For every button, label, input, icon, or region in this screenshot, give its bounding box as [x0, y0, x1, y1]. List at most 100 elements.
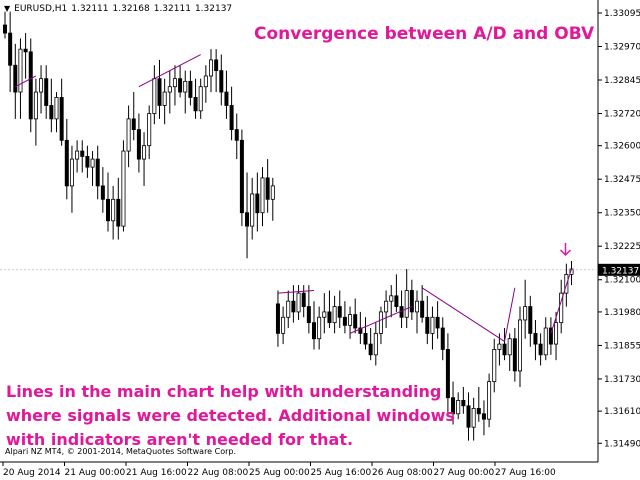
candle-body — [332, 306, 337, 324]
candle-body — [409, 290, 414, 313]
candle-body — [378, 311, 383, 334]
copyright-text: Alpari NZ MT4, © 2001-2014, MetaQuotes S… — [5, 447, 237, 456]
candle-body — [8, 32, 13, 66]
candle — [353, 298, 358, 334]
candle-body — [342, 316, 347, 326]
candle-body — [301, 292, 306, 307]
candle-body — [183, 80, 188, 93]
candle — [64, 118, 69, 200]
candle — [384, 290, 389, 329]
candle-body — [440, 327, 445, 350]
candle — [554, 311, 559, 361]
candle-body — [18, 48, 23, 93]
candle-body — [296, 292, 301, 313]
candle — [440, 317, 445, 361]
candle-body — [487, 381, 492, 420]
candle — [167, 70, 172, 114]
candle-body — [435, 316, 440, 329]
candle — [178, 65, 183, 98]
candle — [317, 306, 322, 350]
candle-body — [59, 97, 64, 141]
signal-line — [277, 289, 315, 294]
candle — [239, 129, 244, 227]
candle — [363, 317, 368, 350]
candle-body — [286, 300, 291, 318]
candle-body — [394, 295, 399, 307]
signal-line — [421, 287, 505, 342]
candle — [528, 295, 533, 347]
candle — [90, 151, 95, 186]
candle — [260, 167, 265, 227]
candle — [322, 293, 327, 334]
current-price-label: 1.32137 — [602, 266, 639, 276]
candle-body — [203, 75, 208, 88]
candle — [404, 269, 409, 329]
signal-line — [349, 306, 413, 334]
candle-body — [162, 91, 167, 106]
candle — [451, 381, 456, 425]
candle-body — [311, 322, 316, 340]
price-tick-label: 1.31610 — [604, 407, 640, 417]
signal-line — [15, 75, 37, 88]
candle — [435, 301, 440, 339]
price-tick-label: 1.33095 — [604, 9, 640, 19]
candle-body — [502, 343, 507, 356]
candle — [471, 397, 476, 441]
candle-body — [291, 300, 296, 313]
candle-body — [49, 105, 54, 120]
candle — [245, 172, 250, 259]
candle — [69, 145, 74, 213]
candle-body — [317, 316, 322, 340]
low-price: 1.32111 — [153, 4, 191, 14]
candle-body — [239, 139, 244, 214]
candle — [13, 43, 18, 119]
candle-body — [306, 306, 311, 324]
price-axis: 1.33095 1.32970 1.32845 1.32720 1.32600 1.324… — [598, 9, 640, 449]
candle-body — [260, 177, 265, 214]
candle-body — [90, 158, 95, 168]
arrow-head — [559, 249, 572, 257]
time-tick-label: 21 Aug 00:00 — [65, 468, 126, 478]
price-tick-label: 1.32970 — [604, 42, 640, 52]
candle-body — [554, 322, 559, 345]
candle — [224, 70, 229, 119]
candle-body — [358, 327, 363, 334]
price-tick-label: 1.32845 — [604, 76, 640, 86]
candle — [306, 285, 311, 334]
candle — [430, 306, 435, 350]
candle — [265, 159, 270, 213]
candle-body — [245, 212, 250, 227]
time-tick-label: 25 Aug 00:00 — [249, 468, 310, 478]
candle-body — [69, 158, 74, 187]
candle-body — [116, 198, 121, 227]
symbol-name: EURUSD,H1 — [14, 4, 68, 14]
candle-body — [420, 300, 425, 318]
candle-body — [270, 185, 275, 200]
symbol-dropdown-icon[interactable]: ▼ — [4, 4, 11, 13]
candle — [162, 78, 167, 125]
high-price: 1.32168 — [112, 4, 150, 14]
candle-body — [85, 156, 90, 168]
candle-body — [147, 113, 152, 147]
candle-body — [518, 319, 523, 372]
time-tick-label: 25 Aug 16:00 — [311, 468, 372, 478]
price-tick-label: 1.31980 — [604, 308, 640, 318]
candle-body — [275, 303, 280, 334]
candle — [389, 285, 394, 318]
candle-body — [456, 399, 461, 415]
candle — [193, 78, 198, 119]
candle-body — [44, 78, 49, 106]
open-price: 1.32111 — [71, 4, 109, 14]
price-tick-label: 1.32600 — [604, 142, 640, 152]
candle — [126, 105, 131, 168]
candle — [49, 78, 54, 133]
price-tick-label: 1.31490 — [604, 439, 640, 449]
candle-body — [507, 338, 512, 356]
candle — [533, 319, 538, 361]
candle — [8, 11, 13, 93]
candle — [481, 400, 486, 436]
candle — [296, 285, 301, 320]
candle-body — [121, 150, 126, 227]
